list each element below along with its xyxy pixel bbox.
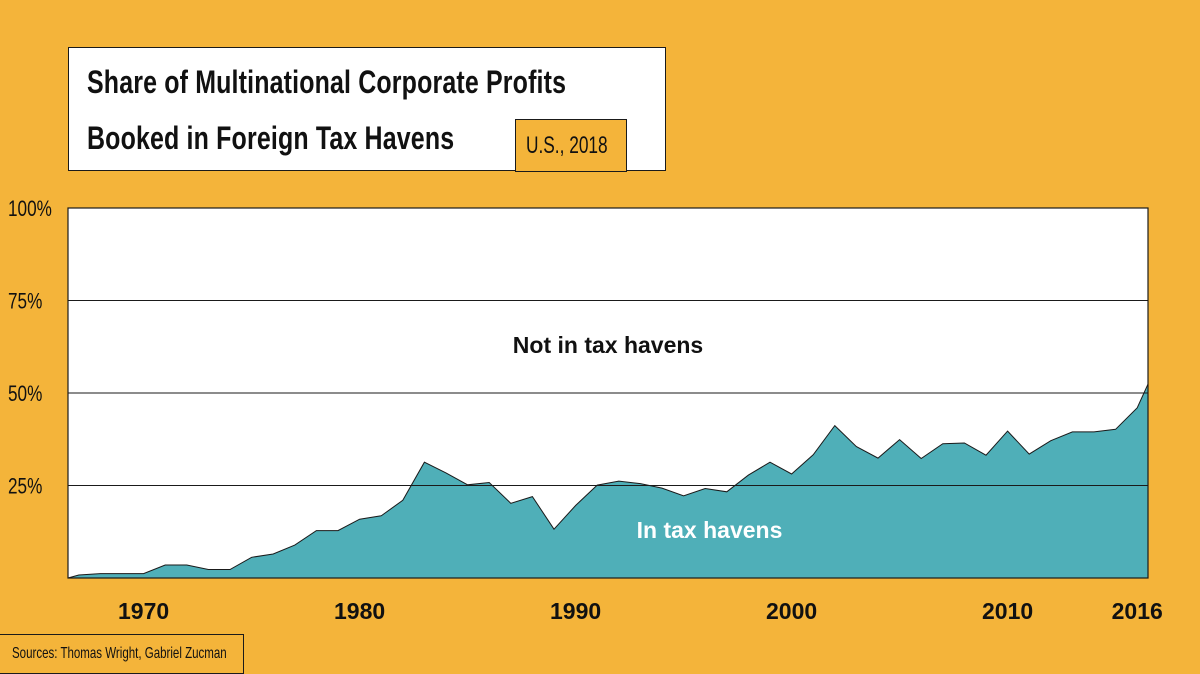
y-tick-label: 25% — [8, 475, 42, 500]
chart-title-line-2: Booked in Foreign Tax Havens — [87, 120, 455, 156]
series-area-in-tax-havens — [68, 384, 1148, 578]
source-box: Sources: Thomas Wright, Gabriel Zucman — [0, 634, 244, 674]
subtitle-box: U.S., 2018 — [515, 119, 627, 172]
annotation-not-in-tax-havens: Not in tax havens — [513, 332, 703, 358]
y-tick-label: 75% — [8, 290, 42, 315]
source-note: Sources: Thomas Wright, Gabriel Zucman — [12, 645, 227, 662]
x-tick-label: 1990 — [550, 598, 601, 624]
title-box: Share of Multinational Corporate Profits… — [68, 47, 666, 171]
x-tick-label: 2000 — [766, 598, 817, 624]
series-line-in-tax-havens — [67, 383, 1149, 579]
annotation-in-tax-havens: In tax havens — [637, 517, 783, 543]
chart-subtitle: U.S., 2018 — [526, 132, 608, 159]
y-tick-label: 50% — [8, 382, 42, 407]
x-tick-label: 1980 — [334, 598, 385, 624]
x-tick-label: 2010 — [982, 598, 1033, 624]
plot-border — [67, 207, 1149, 579]
chart-title-line-1: Share of Multinational Corporate Profits — [87, 64, 567, 100]
y-tick-label: 100% — [8, 197, 52, 222]
x-tick-label: 2016 — [1112, 598, 1163, 624]
x-tick-label: 1970 — [118, 598, 169, 624]
